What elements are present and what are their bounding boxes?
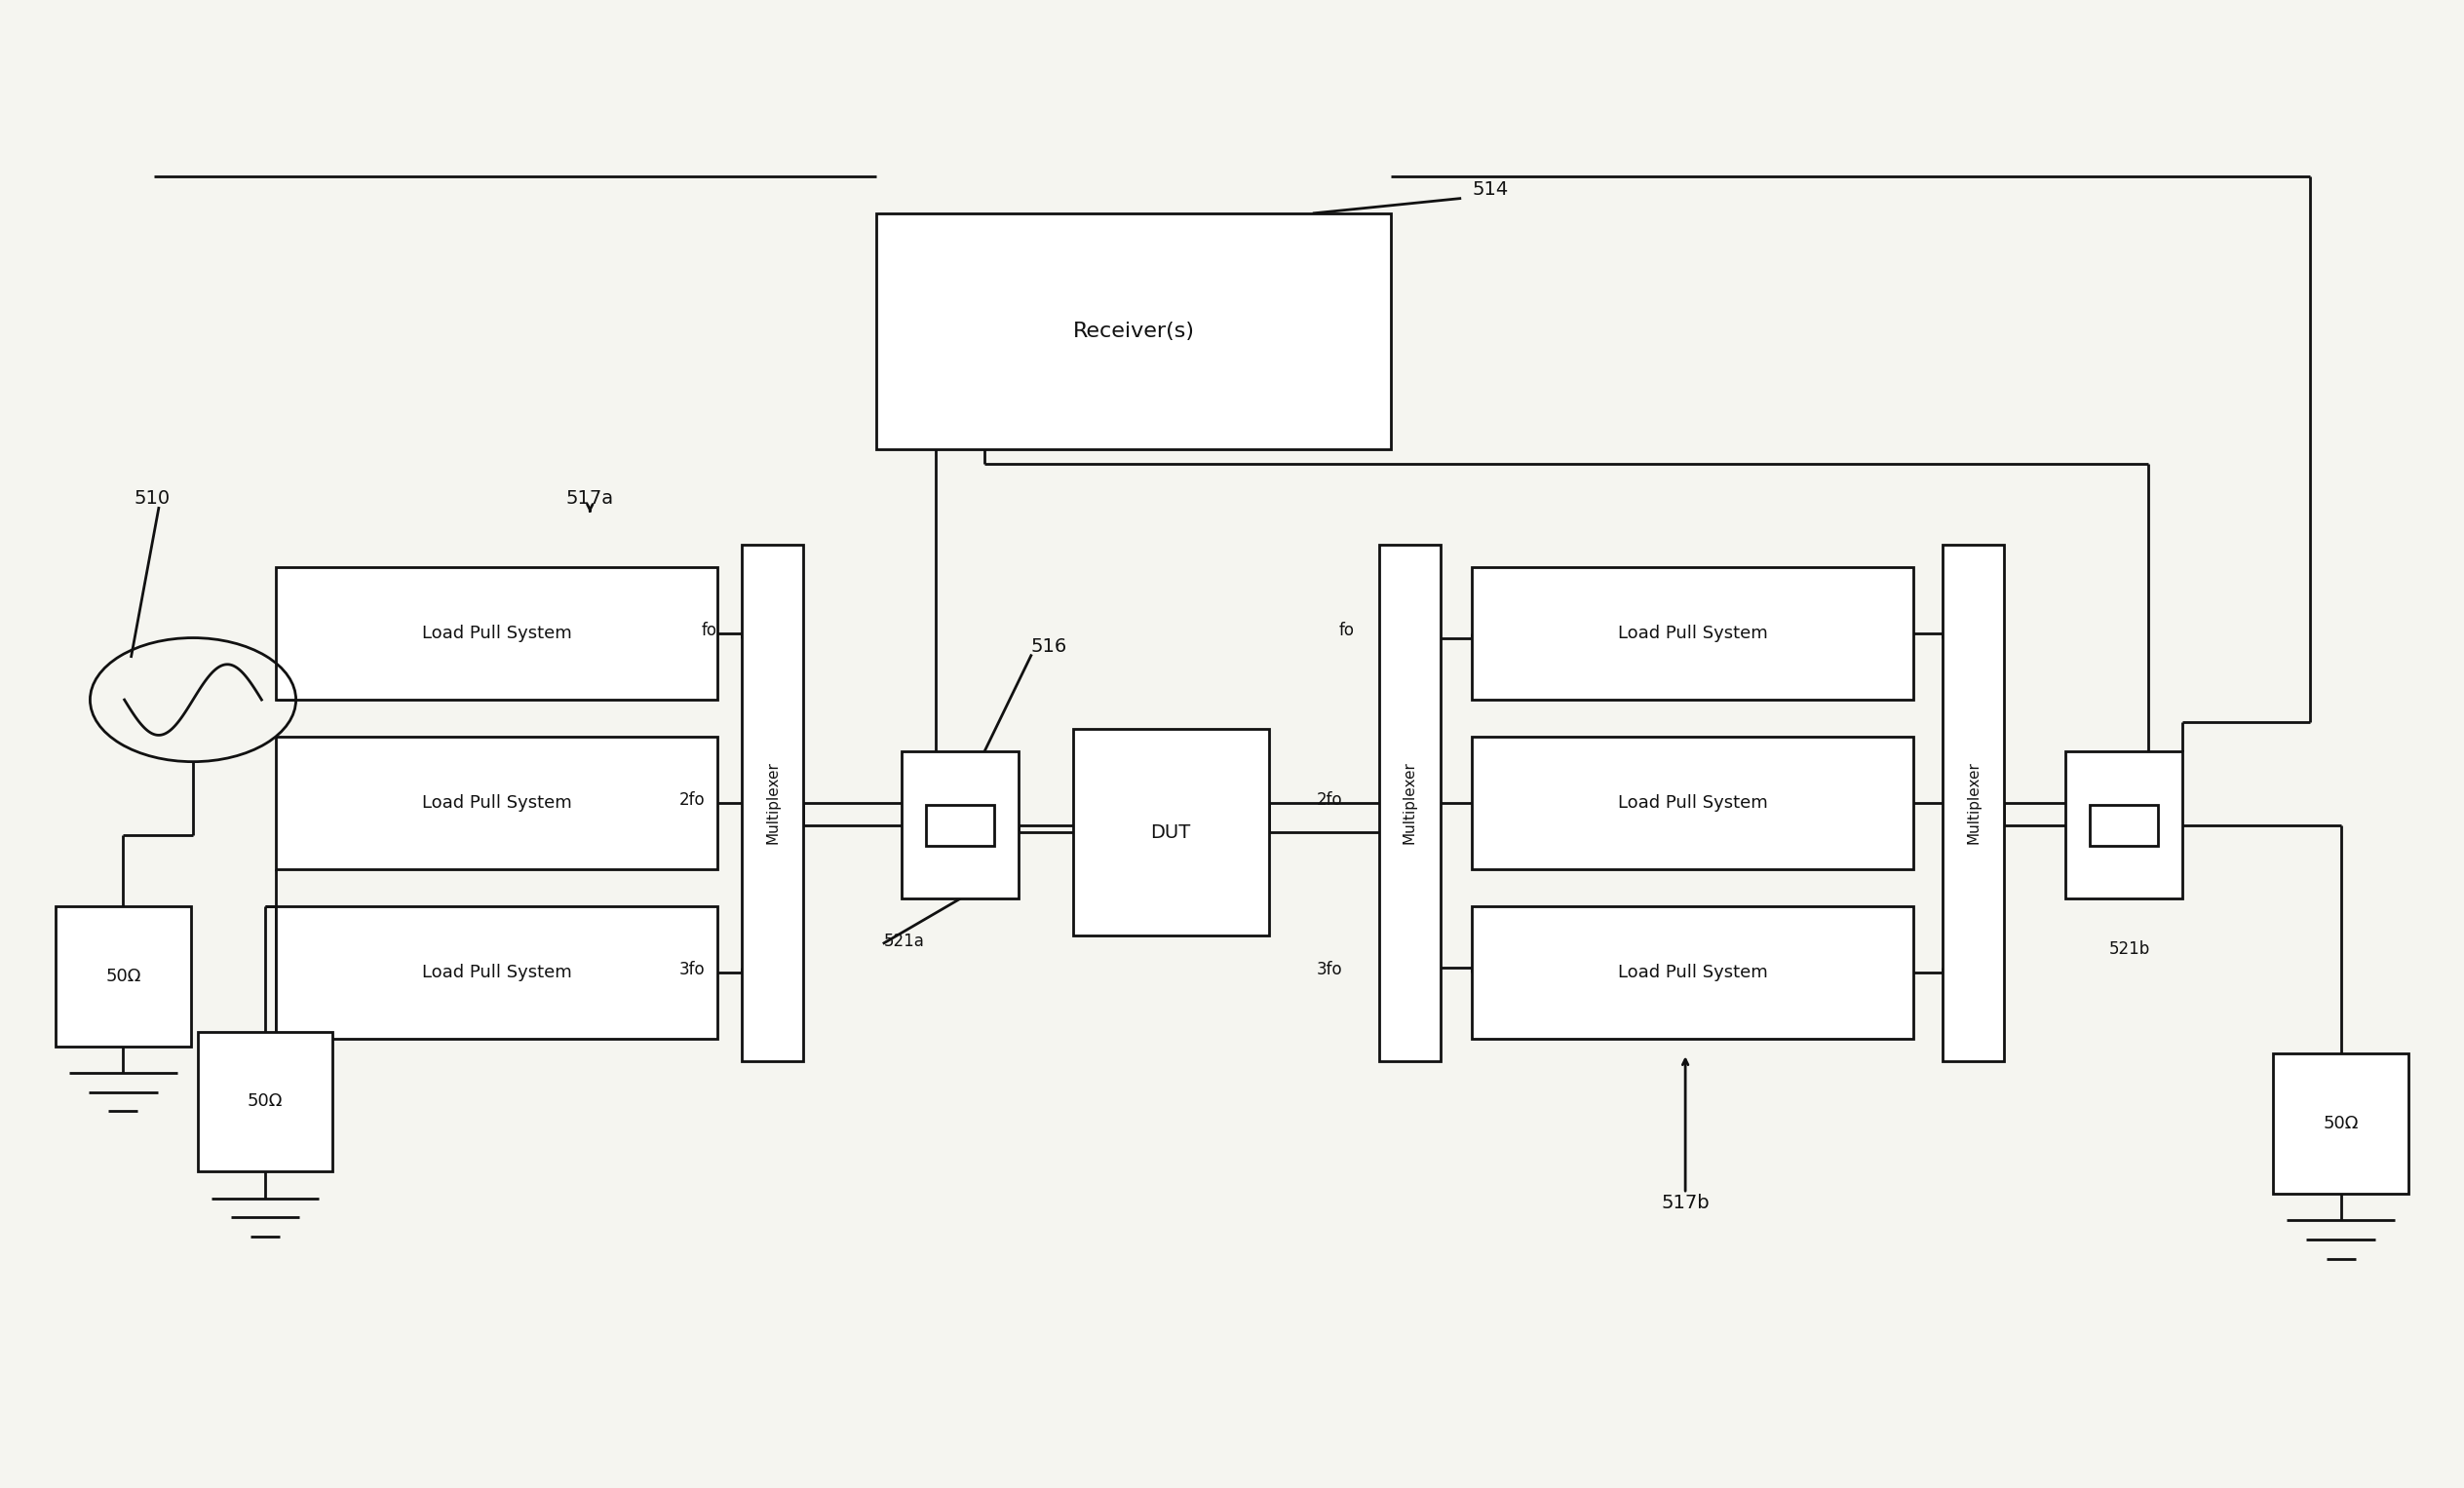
Text: Load Pull System: Load Pull System xyxy=(421,964,572,981)
Bar xyxy=(1471,906,1912,1039)
Bar xyxy=(1942,545,2003,1061)
Bar xyxy=(276,567,717,699)
Text: 521b: 521b xyxy=(2109,940,2151,958)
Text: 50Ω: 50Ω xyxy=(246,1092,283,1110)
Text: 2fo: 2fo xyxy=(1316,792,1343,809)
Bar xyxy=(877,213,1392,449)
Text: Load Pull System: Load Pull System xyxy=(1619,964,1767,981)
Text: 517a: 517a xyxy=(567,490,614,507)
Bar xyxy=(742,545,803,1061)
Text: 50Ω: 50Ω xyxy=(2324,1115,2358,1132)
Bar xyxy=(1471,737,1912,869)
Text: 521a: 521a xyxy=(885,933,924,951)
Text: fo: fo xyxy=(1338,622,1355,640)
Bar xyxy=(197,1031,333,1171)
Bar xyxy=(1072,729,1269,936)
Bar xyxy=(1380,545,1441,1061)
Text: Load Pull System: Load Pull System xyxy=(1619,795,1767,812)
Bar xyxy=(2065,751,2183,899)
Text: Load Pull System: Load Pull System xyxy=(421,625,572,643)
Bar xyxy=(902,751,1018,899)
Text: 517b: 517b xyxy=(1661,1193,1710,1213)
Text: 2fo: 2fo xyxy=(680,792,705,809)
Text: DUT: DUT xyxy=(1151,823,1190,842)
Text: Multiplexer: Multiplexer xyxy=(1402,762,1417,844)
Text: Coupler: Coupler xyxy=(934,818,986,832)
Text: fo: fo xyxy=(702,622,717,640)
Text: 514: 514 xyxy=(1471,180,1508,198)
Bar xyxy=(276,737,717,869)
Text: Multiplexer: Multiplexer xyxy=(1966,762,1981,844)
Bar xyxy=(276,906,717,1039)
Text: Receiver(s): Receiver(s) xyxy=(1072,321,1195,341)
Text: 3fo: 3fo xyxy=(680,961,705,979)
Bar xyxy=(926,805,995,845)
Text: Load Pull System: Load Pull System xyxy=(421,795,572,812)
Text: 50Ω: 50Ω xyxy=(106,967,140,985)
Text: Load Pull System: Load Pull System xyxy=(1619,625,1767,643)
Text: 3fo: 3fo xyxy=(1316,961,1343,979)
Bar xyxy=(57,906,190,1046)
Bar xyxy=(1471,567,1912,699)
Bar xyxy=(2274,1054,2407,1193)
Bar xyxy=(2089,805,2158,845)
Text: 516: 516 xyxy=(1030,637,1067,656)
Text: Multiplexer: Multiplexer xyxy=(766,762,779,844)
Text: 510: 510 xyxy=(133,490,170,507)
Text: Coupler: Coupler xyxy=(2097,818,2151,832)
